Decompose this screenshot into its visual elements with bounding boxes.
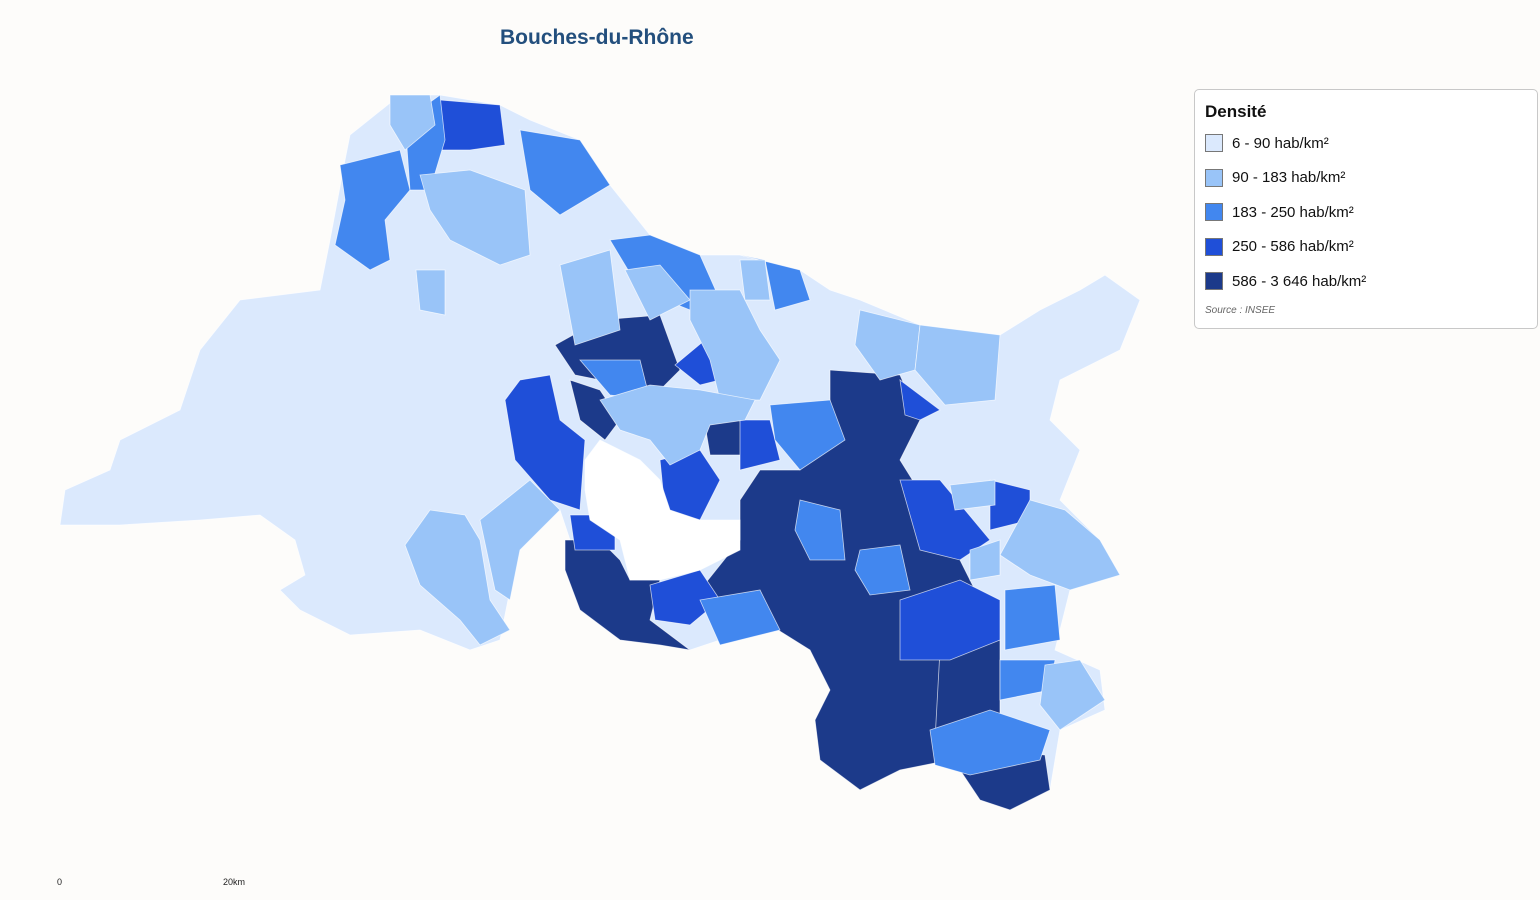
region bbox=[999, 499, 1121, 591]
region bbox=[899, 579, 1001, 661]
legend: Densité 6 - 90 hab/km² 90 - 183 hab/km² 18… bbox=[1194, 89, 1538, 329]
region bbox=[899, 379, 941, 421]
legend-item: 250 - 586 hab/km² bbox=[1205, 230, 1527, 265]
legend-label: 183 - 250 hab/km² bbox=[1232, 203, 1354, 221]
legend-item: 183 - 250 hab/km² bbox=[1205, 195, 1527, 230]
region bbox=[929, 709, 1051, 776]
region bbox=[854, 309, 921, 381]
map-title: Bouches-du-Rhône bbox=[500, 26, 694, 49]
legend-swatch bbox=[1205, 237, 1223, 256]
region bbox=[649, 569, 721, 626]
region bbox=[389, 94, 436, 151]
region bbox=[599, 384, 756, 466]
region bbox=[1004, 584, 1061, 651]
lake bbox=[584, 439, 741, 581]
region bbox=[564, 539, 691, 651]
scale-start: 0 bbox=[57, 877, 63, 887]
region bbox=[334, 149, 411, 271]
region bbox=[404, 509, 511, 646]
scale-end: 20km bbox=[223, 877, 246, 887]
region bbox=[415, 269, 446, 316]
region bbox=[1039, 659, 1106, 731]
region bbox=[419, 169, 531, 266]
region bbox=[769, 399, 846, 471]
legend-items: 6 - 90 hab/km² 90 - 183 hab/km² 183 - 250 … bbox=[1205, 126, 1527, 299]
legend-swatch bbox=[1205, 168, 1223, 187]
region bbox=[739, 419, 781, 471]
source: Source : INSEE bbox=[1205, 304, 1276, 316]
legend-label: 6 - 90 hab/km² bbox=[1232, 134, 1329, 152]
legend-label: 586 - 3 646 hab/km² bbox=[1232, 272, 1367, 290]
region bbox=[689, 289, 781, 401]
region bbox=[739, 254, 811, 311]
region bbox=[479, 479, 561, 601]
legend-item: 6 - 90 hab/km² bbox=[1205, 126, 1527, 161]
region bbox=[914, 324, 1001, 406]
legend-label: 90 - 183 hab/km² bbox=[1232, 169, 1346, 187]
legend-swatch bbox=[1205, 134, 1223, 153]
legend-swatch bbox=[1205, 272, 1223, 291]
region bbox=[519, 129, 611, 216]
legend-title: Densité bbox=[1205, 102, 1267, 121]
region bbox=[504, 374, 586, 511]
region bbox=[559, 249, 621, 346]
region bbox=[949, 479, 996, 511]
region bbox=[569, 379, 621, 441]
region bbox=[854, 544, 911, 596]
legend-item: 586 - 3 646 hab/km² bbox=[1205, 264, 1527, 299]
region bbox=[439, 99, 506, 151]
region bbox=[969, 539, 1001, 581]
region bbox=[699, 589, 781, 646]
legend-item: 90 - 183 hab/km² bbox=[1205, 161, 1527, 196]
legend-label: 250 - 586 hab/km² bbox=[1232, 238, 1354, 256]
legend-swatch bbox=[1205, 203, 1223, 222]
region bbox=[739, 259, 771, 301]
region bbox=[794, 499, 846, 561]
